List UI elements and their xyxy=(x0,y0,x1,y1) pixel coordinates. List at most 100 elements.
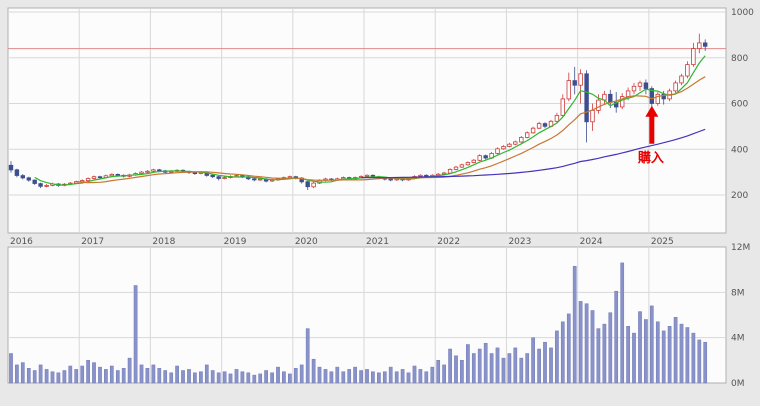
candle-body xyxy=(97,176,103,179)
volume-bar xyxy=(258,373,263,384)
volume-bar xyxy=(104,369,108,384)
volume-bar xyxy=(703,341,708,384)
volume-bar xyxy=(626,326,630,384)
price-tick-label: 200 xyxy=(731,191,748,201)
volume-bar xyxy=(661,330,666,384)
volume-bar xyxy=(15,364,19,384)
volume-bar xyxy=(572,266,577,384)
volume-bar xyxy=(92,362,96,384)
volume-bar xyxy=(187,369,191,384)
volume-bar xyxy=(323,369,328,384)
volume-bar xyxy=(199,371,203,384)
candle-body xyxy=(447,168,453,174)
volume-bar xyxy=(388,366,393,384)
volume-bar xyxy=(691,332,696,384)
candle-body xyxy=(572,80,577,86)
candle-body xyxy=(507,143,512,147)
candle-body xyxy=(608,93,613,103)
candle-body xyxy=(703,42,708,47)
volume-bar xyxy=(353,366,357,384)
candle-body xyxy=(257,178,263,181)
candle-body xyxy=(590,110,595,123)
candle-body xyxy=(252,178,257,181)
volume-bar xyxy=(460,360,464,384)
candle-body xyxy=(513,141,518,145)
candle-body xyxy=(85,178,91,181)
volume-bar xyxy=(228,373,233,384)
candle-body xyxy=(453,166,459,170)
volume-bar xyxy=(602,323,607,384)
volume-panel xyxy=(7,246,727,384)
candle-body xyxy=(673,82,678,92)
volume-bar xyxy=(139,364,144,384)
candle-body xyxy=(483,155,488,159)
volume-bar xyxy=(448,348,452,384)
candle-body xyxy=(216,176,221,179)
volume-bar xyxy=(507,353,512,384)
volume-tick-label: 12M xyxy=(731,243,750,253)
volume-bar xyxy=(240,371,245,384)
candle-body xyxy=(418,174,423,177)
volume-bar xyxy=(697,339,702,384)
year-tick-label: 2017 xyxy=(81,237,104,247)
candle-body xyxy=(560,98,565,116)
ma-short-line xyxy=(34,55,706,186)
candle-body xyxy=(578,73,583,86)
volume-bar xyxy=(442,364,446,384)
volume-tick-label: 8M xyxy=(731,288,745,298)
volume-bar xyxy=(74,369,79,384)
volume-bar xyxy=(578,301,583,384)
volume-bar xyxy=(620,262,625,384)
candle-body xyxy=(530,127,536,134)
candle-body xyxy=(145,170,150,173)
volume-bar xyxy=(501,357,506,384)
candle-body xyxy=(222,177,227,180)
volume-bar xyxy=(549,347,553,384)
volume-bar xyxy=(246,372,251,384)
volume-bar xyxy=(252,374,257,384)
volume-bar xyxy=(685,327,690,384)
volume-bar xyxy=(86,360,90,384)
candle-body xyxy=(424,174,429,177)
volume-bar xyxy=(430,366,435,384)
volume-bar xyxy=(121,368,126,384)
volume-bar xyxy=(377,372,381,384)
candle-body xyxy=(287,176,293,179)
volume-bar xyxy=(181,370,185,384)
volume-bar xyxy=(9,353,13,384)
volume-tick-label: 0M xyxy=(731,379,745,389)
volume-bar xyxy=(68,365,73,384)
volume-bar xyxy=(163,370,168,384)
gridlines xyxy=(8,8,726,383)
candle-body xyxy=(20,175,25,179)
year-tick-label: 2020 xyxy=(295,237,318,247)
volume-bar xyxy=(193,372,197,384)
candle-body xyxy=(115,173,120,176)
volume-bar xyxy=(288,373,292,384)
volume-bar xyxy=(382,371,387,384)
candle-body xyxy=(525,132,530,138)
volume-bar xyxy=(169,372,174,384)
ma-long-line xyxy=(361,128,706,179)
volume-bar xyxy=(293,368,298,384)
volume-bar xyxy=(210,370,215,384)
volume-bar xyxy=(32,370,37,384)
volume-bar xyxy=(127,357,132,384)
candle-body xyxy=(388,178,393,181)
volume-bar xyxy=(175,365,179,384)
volume-bar xyxy=(477,348,482,384)
candle-body xyxy=(495,148,500,154)
volume-bar xyxy=(560,321,565,384)
volume-bar xyxy=(20,362,25,384)
volume-bar xyxy=(632,332,636,384)
candle-body xyxy=(44,184,49,187)
candle-body xyxy=(441,172,447,175)
buy-arrow-icon xyxy=(645,105,659,144)
candle-body xyxy=(649,88,654,104)
volume-bar xyxy=(454,355,458,384)
volume-bar xyxy=(276,366,280,384)
volume-bar xyxy=(495,347,500,384)
candle-body xyxy=(655,93,660,104)
volume-bar xyxy=(483,343,488,384)
